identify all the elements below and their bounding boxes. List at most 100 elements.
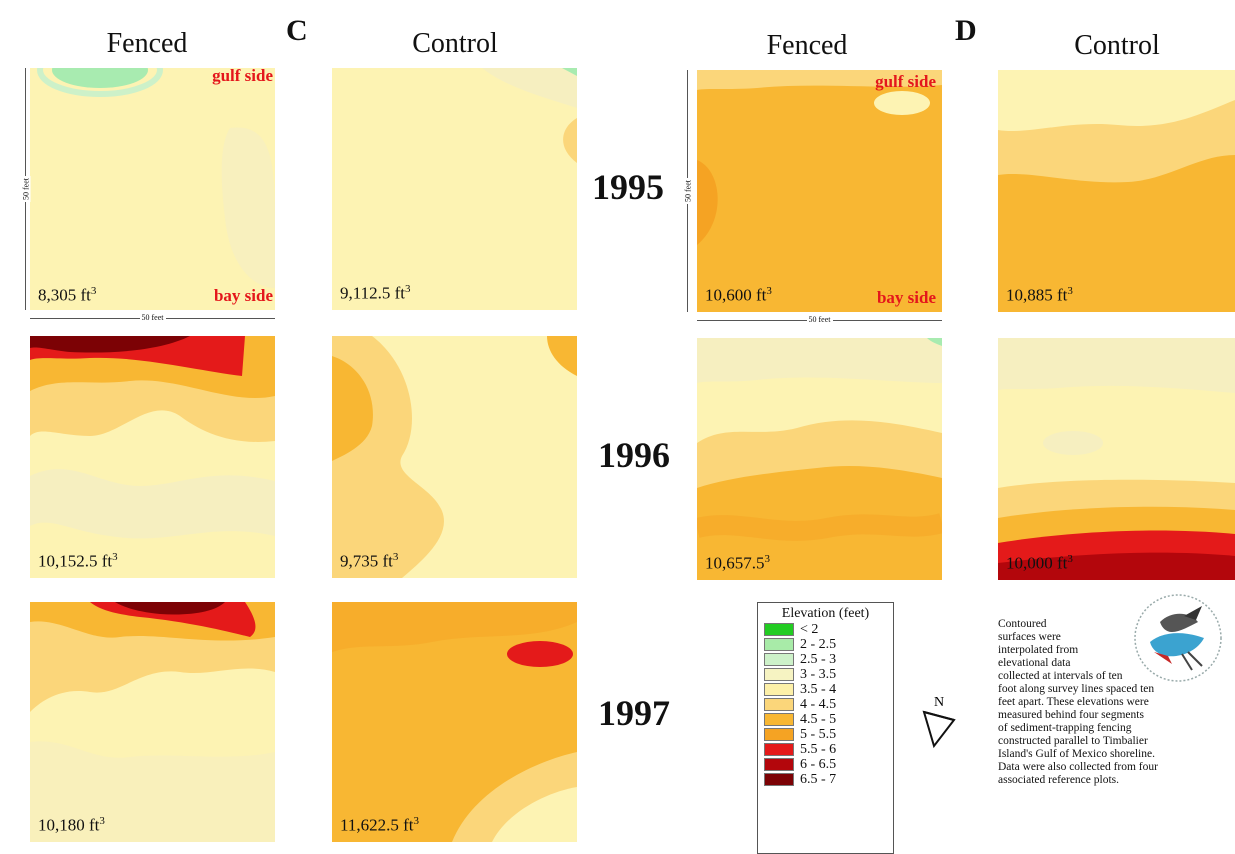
legend-swatch bbox=[764, 698, 794, 711]
bay-side-label: bay side bbox=[213, 286, 273, 305]
contour-surface bbox=[697, 70, 942, 312]
contour-surface bbox=[998, 70, 1235, 312]
note-line: collected at intervals of ten bbox=[998, 670, 1123, 682]
contour-surface bbox=[332, 602, 577, 842]
legend-swatch bbox=[764, 758, 794, 771]
legend-label: 6.5 - 7 bbox=[800, 771, 837, 787]
legend-swatch bbox=[764, 773, 794, 786]
map-c-control-1995: 9,112.5 ft3 bbox=[332, 68, 577, 310]
volume-label: 10,600 ft3 bbox=[705, 285, 772, 305]
volume-label: 10,885 ft3 bbox=[1006, 285, 1073, 305]
legend-item: 5.5 - 6 bbox=[764, 742, 893, 757]
panel-letter-c: C bbox=[286, 14, 308, 47]
volume-label: 9,735 ft3 bbox=[340, 551, 399, 571]
gulf-side-label: gulf side bbox=[875, 72, 936, 91]
volume-label: 10,657.53 bbox=[705, 553, 770, 573]
header-right-control: Control bbox=[1074, 30, 1160, 61]
legend-swatch bbox=[764, 683, 794, 696]
map-c-fenced-1997: 10,180 ft3 bbox=[30, 602, 275, 842]
legend-label: 4 - 4.5 bbox=[800, 696, 837, 712]
header-right-fenced: Fenced bbox=[766, 30, 848, 61]
header-left-fenced: Fenced bbox=[106, 28, 188, 59]
legend-item: 2 - 2.5 bbox=[764, 637, 893, 652]
legend-item: 4 - 4.5 bbox=[764, 697, 893, 712]
legend-item: 5 - 5.5 bbox=[764, 727, 893, 742]
legend-swatch bbox=[764, 743, 794, 756]
header-left-control: Control bbox=[412, 28, 498, 59]
legend-item: 6.5 - 7 bbox=[764, 772, 893, 787]
bay-side-label: bay side bbox=[876, 288, 936, 307]
note-line: Data were also collected from four bbox=[998, 761, 1158, 773]
map-c-control-1996: 9,735 ft3 bbox=[332, 336, 577, 578]
legend-swatch bbox=[764, 668, 794, 681]
legend-label: 3.5 - 4 bbox=[800, 681, 837, 697]
volume-label: 8,305 ft3 bbox=[38, 285, 97, 305]
legend-item: 3.5 - 4 bbox=[764, 682, 893, 697]
volume-label: 10,180 ft3 bbox=[38, 815, 105, 835]
legend-label: 3 - 3.5 bbox=[800, 666, 837, 682]
legend-item: 4.5 - 5 bbox=[764, 712, 893, 727]
contour-surface bbox=[332, 68, 577, 310]
note-line: constructed parallel to Timbalier bbox=[998, 735, 1148, 747]
legend-item: 3 - 3.5 bbox=[764, 667, 893, 682]
legend-label: 5 - 5.5 bbox=[800, 726, 837, 742]
legend-label: 5.5 - 6 bbox=[800, 741, 837, 757]
legend-title: Elevation (feet) bbox=[781, 606, 870, 621]
legend-item: 6 - 6.5 bbox=[764, 757, 893, 772]
note-line: surfaces were bbox=[998, 631, 1061, 643]
year-label-1995: 1995 bbox=[592, 167, 664, 207]
legend-label: 2.5 - 3 bbox=[800, 651, 837, 667]
legend-label: 2 - 2.5 bbox=[800, 636, 837, 652]
explanatory-note: Contoured surfaces were interpolated from e… bbox=[998, 618, 1235, 787]
note-line: measured behind four segments bbox=[998, 709, 1144, 721]
scale-bar-vertical: 50 feet bbox=[682, 70, 694, 312]
legend-label: 4.5 - 5 bbox=[800, 711, 837, 727]
legend-label: 6 - 6.5 bbox=[800, 756, 837, 772]
year-label-1996: 1996 bbox=[598, 435, 670, 475]
legend-swatch bbox=[764, 728, 794, 741]
map-c-fenced-1995: gulf side bay side 8,305 ft3 bbox=[30, 68, 275, 310]
contour-surface bbox=[332, 336, 577, 578]
map-d-control-1995: 10,885 ft3 bbox=[998, 70, 1235, 312]
volume-label: 10,000 ft3 bbox=[1006, 553, 1073, 573]
legend-swatch bbox=[764, 623, 794, 636]
institution-logo-icon bbox=[1134, 594, 1222, 682]
volume-label: 11,622.5 ft3 bbox=[340, 815, 420, 835]
map-d-fenced-1996: 10,657.53 bbox=[697, 338, 942, 580]
scale-bar-horizontal: 50 feet bbox=[697, 315, 942, 327]
legend-swatch bbox=[764, 653, 794, 666]
scale-bar-horizontal: 50 feet bbox=[30, 313, 275, 325]
legend-swatch bbox=[764, 713, 794, 726]
contour-surface bbox=[30, 68, 275, 310]
volume-label: 10,152.5 ft3 bbox=[38, 551, 118, 571]
panel-letter-d: D bbox=[955, 14, 977, 47]
note-line: interpolated from bbox=[998, 644, 1079, 656]
scale-bar-vertical: 50 feet bbox=[20, 68, 32, 310]
north-label: N bbox=[934, 695, 944, 710]
year-label-1997: 1997 bbox=[598, 693, 670, 733]
north-arrow-icon: N bbox=[922, 695, 956, 749]
legend-swatch bbox=[764, 638, 794, 651]
note-line: Contoured bbox=[998, 618, 1047, 630]
map-c-control-1997: 11,622.5 ft3 bbox=[332, 602, 577, 842]
gulf-side-label: gulf side bbox=[212, 68, 273, 85]
note-line: Island's Gulf of Mexico shoreline. bbox=[998, 748, 1155, 760]
legend-item: 2.5 - 3 bbox=[764, 652, 893, 667]
note-line: foot along survey lines spaced ten bbox=[998, 683, 1155, 695]
contour-surface bbox=[30, 336, 275, 578]
note-line: elevational data bbox=[998, 657, 1071, 669]
map-c-fenced-1996: 10,152.5 ft3 bbox=[30, 336, 275, 578]
contour-surface bbox=[30, 602, 275, 842]
legend-label: < 2 bbox=[800, 621, 819, 637]
map-d-control-1996: 10,000 ft3 bbox=[998, 338, 1235, 580]
note-line: associated reference plots. bbox=[998, 774, 1120, 786]
note-line: feet apart. These elevations were bbox=[998, 696, 1149, 708]
note-line: of sediment-trapping fencing bbox=[998, 722, 1132, 734]
map-d-fenced-1995: gulf side bay side 10,600 ft3 bbox=[697, 70, 942, 312]
contour-surface bbox=[697, 338, 942, 580]
contour-surface bbox=[998, 338, 1235, 580]
volume-label: 9,112.5 ft3 bbox=[340, 283, 411, 303]
legend-item: < 2 bbox=[764, 622, 893, 637]
